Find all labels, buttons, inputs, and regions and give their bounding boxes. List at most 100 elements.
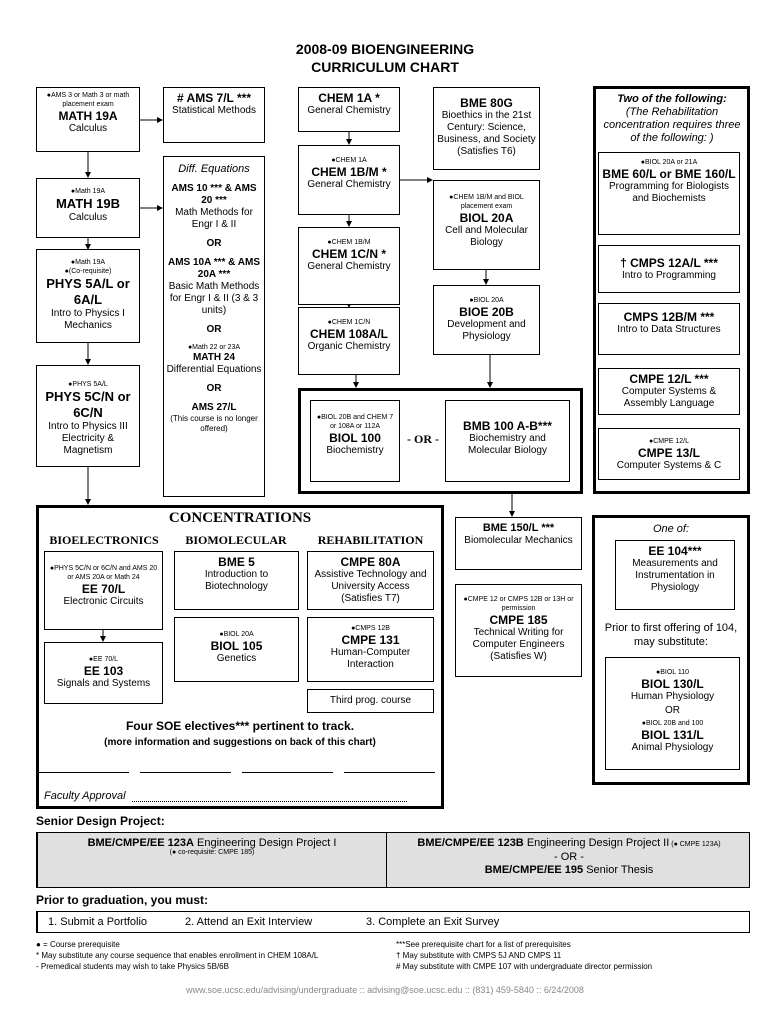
course-title: Programming for Biologists and Biochemis… — [608, 181, 730, 204]
course-title: Differential Equations — [166, 364, 262, 375]
course-title: Signals and Systems — [56, 678, 151, 689]
course-code: AMS 27/L — [191, 402, 237, 413]
course-bme80g: BME 80G Bioethics in the 21st Century: S… — [433, 87, 540, 170]
prereq: BIOL 20B and CHEM 7 or 108A or 112A — [313, 413, 397, 431]
course-cmpe185: CMPE 12 or CMPS 12B or 13H or permission… — [455, 584, 582, 677]
prereq: PHYS 5C/N or 6C/N and AMS 20 or AMS 20A … — [47, 564, 160, 582]
course-code: BME 60/L or BME 160/L — [602, 167, 736, 181]
concentration-rehabilitation: REHABILITATION — [317, 533, 424, 547]
course-cmpe80a: CMPE 80A Assistive Technology and Univer… — [307, 551, 434, 610]
footnotes-left: ● = Course prerequisite * May substitute… — [36, 939, 318, 972]
senior-design-heading: Senior Design Project: — [36, 814, 165, 828]
elective-blank-4[interactable] — [344, 772, 435, 773]
heading-text: CONCENTRATIONS — [168, 510, 312, 526]
course-code: BIOL 131/L — [641, 728, 704, 742]
course-code: CHEM 1B/M * — [311, 165, 387, 179]
course-code: CMPE 13/L — [637, 446, 700, 460]
senior-design-123b-195: BME/CMPE/EE 123B Engineering Design Proj… — [388, 837, 750, 877]
concentrations-heading: CONCENTRATIONS — [36, 510, 444, 527]
course-title: Assistive Technology and University Acce… — [314, 569, 427, 604]
elective-blank-1[interactable] — [38, 772, 129, 773]
course-phys5a: Math 19A (Co-requisite) PHYS 5A/L or 6A/… — [36, 249, 140, 343]
course-code: BIOL 100 — [329, 431, 381, 445]
course-title: Calculus — [68, 123, 108, 134]
course-code: PHYS 5C/N or 6C/N — [45, 389, 131, 420]
electives-note: Four SOE electives*** pertinent to track… — [125, 719, 355, 733]
course-code: AMS 10 *** & AMS 20 *** — [171, 183, 257, 206]
prereq: CHEM 1B/M — [301, 238, 397, 247]
course-title: Biochemistry — [326, 445, 384, 456]
course-chem108: CHEM 1C/N CHEM 108A/L Organic Chemistry — [298, 307, 400, 375]
prereq: CHEM 1C/N — [301, 318, 397, 327]
course-title: Genetics — [216, 653, 257, 664]
one-of-heading: One of: — [652, 523, 690, 535]
course-ee70: PHYS 5C/N or 6C/N and AMS 20 or AMS 20A … — [44, 551, 163, 630]
divider — [386, 833, 387, 887]
course-title: Statistical Methods — [172, 105, 256, 116]
course-code: EE 104*** — [648, 544, 702, 558]
course-code: PHYS 5A/L or 6A/L — [46, 276, 130, 307]
chart-title-line2: CURRICULUM CHART — [311, 59, 459, 75]
course-code: CMPE 12/L *** — [629, 372, 709, 386]
elective-blank-3[interactable] — [242, 772, 333, 773]
course-title: Human-Computer Interaction — [330, 647, 411, 670]
course-title: Basic Math Methods for Engr I & II (3 & … — [168, 281, 260, 316]
course-title: Engineering Design Project II — [523, 837, 670, 849]
course-chem1c: CHEM 1B/M CHEM 1C/N * General Chemistry — [298, 227, 400, 305]
course-title: Intro to Programming — [622, 270, 716, 281]
prereq: Math 22 or 23A — [166, 343, 262, 352]
course-ams7: # AMS 7/L *** Statistical Methods — [163, 87, 265, 143]
course-title: General Chemistry — [307, 179, 391, 190]
footnote: † May substitute with CMPS 5J AND CMPS 1… — [396, 951, 562, 960]
faculty-approval-blank[interactable] — [132, 801, 407, 802]
requirement-exit-survey: 3. Complete an Exit Survey — [366, 916, 500, 928]
footnote: # May substitute with CMPE 107 with unde… — [396, 962, 653, 971]
prereq: CHEM 1A — [301, 156, 397, 165]
third-prog-course: Third prog. course — [307, 689, 434, 713]
prereq: CHEM 1B/M and BIOL placement exam — [436, 193, 537, 211]
course-title: Development and Physiology — [447, 319, 526, 342]
course-title: Biomolecular Mechanics — [464, 535, 573, 546]
course-code: BIOL 130/L — [641, 677, 704, 691]
two-of-heading: Two of the following: (The Rehabilitatio… — [598, 93, 746, 145]
elective-blank-2[interactable] — [140, 772, 231, 773]
course-biol20a: CHEM 1B/M and BIOL placement exam BIOL 2… — [433, 180, 540, 270]
prereq: BIOL 110 — [608, 668, 737, 677]
course-code: CMPE 131 — [341, 633, 400, 647]
course-chem1a: CHEM 1A * General Chemistry — [298, 87, 400, 132]
course-title: Technical Writing for Computer Engineers… — [472, 627, 565, 662]
course-code: BME 150/L *** — [482, 522, 555, 534]
chart-title-line1: 2008-09 BIOENGINEERING — [295, 41, 475, 57]
prereq: BIOL 20A or 21A — [601, 158, 737, 167]
course-code: BIOL 20A — [459, 211, 514, 225]
course-title: Intro to Physics III Electricity & Magne… — [48, 421, 128, 456]
prereq: AMS 3 or Math 3 or math placement exam — [39, 91, 137, 109]
course-title: Human Physiology — [630, 691, 715, 702]
footer-contact: www.soe.ucsc.edu/advising/undergraduate … — [186, 985, 584, 995]
or-label: OR — [665, 705, 680, 716]
biochemistry-group — [298, 388, 583, 494]
course-title: Computer Systems & C — [616, 460, 722, 471]
course-title: Bioethics in the 21st Century: Science, … — [437, 110, 536, 157]
course-code: AMS 10A *** & AMS 20A *** — [167, 257, 261, 280]
course-title: Intro to Physics I Mechanics — [51, 308, 125, 331]
prereq: CMPE 12/L — [601, 437, 737, 446]
or-label: OR — [206, 238, 222, 249]
course-code: † CMPS 12A/L *** — [620, 256, 718, 270]
course-phys5c: PHYS 5A/L PHYS 5C/N or 6C/N Intro to Phy… — [36, 365, 140, 467]
senior-design-123a: BME/CMPE/EE 123A Engineering Design Proj… — [38, 837, 386, 856]
concentration-bioelectronics: BIOELECTRONICS — [49, 533, 159, 547]
course-code: BME/CMPE/EE 195 — [484, 864, 584, 876]
course-biol130-131: BIOL 110 BIOL 130/L Human Physiology OR … — [605, 657, 740, 770]
graduation-heading: Prior to graduation, you must: — [36, 893, 209, 907]
course-bme5: BME 5 Introduction to Biotechnology — [174, 551, 299, 610]
footnote: - Premedical students may wish to take P… — [36, 962, 229, 971]
course-code: BIOL 105 — [210, 639, 263, 653]
course-title: Introduction to Biotechnology — [204, 569, 269, 592]
course-code: BME 5 — [218, 555, 255, 569]
course-code: CHEM 108A/L — [309, 327, 389, 341]
course-math19b: Math 19A MATH 19B Calculus — [36, 178, 140, 238]
footnote: * May substitute any course sequence tha… — [36, 951, 319, 960]
course-title: (This course is no longer offered) — [170, 414, 258, 433]
